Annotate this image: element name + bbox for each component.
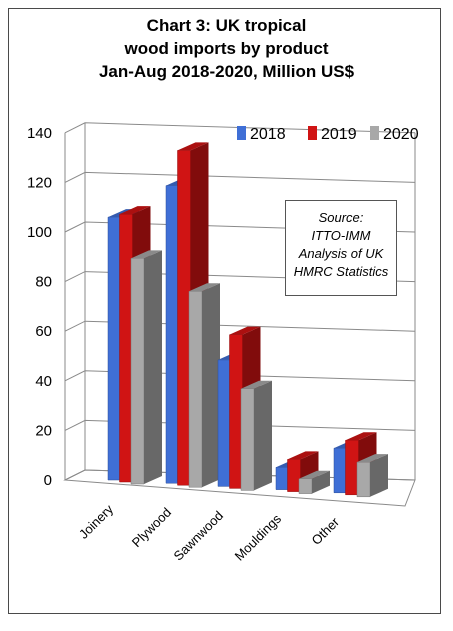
y-tick-label-0: 0 [44, 472, 52, 489]
bar-top [131, 250, 162, 259]
x-tick-label-plywood: Plywood [129, 505, 174, 550]
y-tick-label-140: 140 [27, 125, 52, 142]
source-note: Source: ITTO-IMM Analysis of UK HMRC Sta… [285, 200, 397, 296]
bar-plywood-2020 [188, 283, 220, 488]
bar-front [130, 258, 145, 485]
source-line-4: HMRC Statistics [293, 264, 389, 279]
bar-side [144, 250, 162, 484]
legend-swatch-2018 [237, 126, 246, 140]
x-tick-label-mouldings: Mouldings [232, 511, 285, 564]
title-line-3: Jan-Aug 2018-2020, Million US$ [98, 62, 355, 81]
bar-top [189, 283, 220, 292]
bar-top [177, 142, 209, 151]
chart-frame [8, 8, 441, 614]
chart-title: Chart 3: UK tropical wood imports by pro… [0, 14, 453, 83]
title-line-1: Chart 3: UK tropical [146, 16, 307, 35]
bar-other-2020 [356, 454, 388, 498]
bar-top [229, 326, 261, 335]
bar-front [287, 459, 301, 492]
bar-joinery-2020 [130, 250, 162, 485]
bar-sawnwood-2020 [240, 380, 272, 491]
x-tick-label-joinery: Joinery [76, 501, 117, 542]
legend-label-2020: 2020 [383, 126, 419, 143]
bar-front [217, 359, 232, 487]
bar-top [241, 380, 272, 389]
bar-side [254, 380, 272, 491]
y-tick-label-20: 20 [35, 422, 52, 439]
bar-front [333, 447, 348, 494]
bar-mouldings-2020 [298, 470, 330, 494]
gridline-120 [64, 171, 416, 183]
bar-front [240, 388, 255, 491]
bar-side [312, 470, 330, 494]
source-line-3: Analysis of UK [298, 246, 384, 261]
bar-side [202, 283, 220, 488]
bar-front [165, 185, 180, 484]
floor-outline [63, 469, 416, 507]
bar-front [107, 216, 122, 481]
legend-label-2018: 2018 [250, 126, 286, 143]
y-tick-label-100: 100 [27, 224, 52, 241]
y-tick-label-40: 40 [35, 373, 52, 390]
x-tick-label-other: Other [309, 514, 343, 548]
bar-top [345, 432, 377, 441]
bar-front [119, 213, 133, 483]
legend-label-2019: 2019 [321, 126, 357, 143]
bar-front [298, 478, 313, 494]
legend-swatch-2019 [308, 126, 317, 140]
source-line-1: Source: [318, 210, 364, 225]
bar-top [119, 206, 151, 215]
bar-front [356, 461, 371, 498]
bar-top [287, 451, 319, 460]
title-line-2: wood imports by product [124, 39, 329, 58]
bar-top [299, 470, 330, 479]
x-tick-label-sawnwood: Sawnwood [171, 508, 227, 564]
bar-front [345, 439, 359, 496]
y-tick-label-80: 80 [35, 274, 52, 291]
bar-front [188, 291, 203, 488]
bar-side [370, 454, 388, 497]
y-tick-label-120: 120 [27, 174, 52, 191]
source-line-2: ITTO-IMM [311, 228, 371, 243]
bar-top [357, 454, 388, 463]
bar-front [177, 150, 191, 486]
bar-front [275, 467, 290, 490]
legend-swatch-2020 [370, 126, 379, 140]
bar-front [229, 334, 243, 489]
y-tick-label-60: 60 [35, 323, 52, 340]
